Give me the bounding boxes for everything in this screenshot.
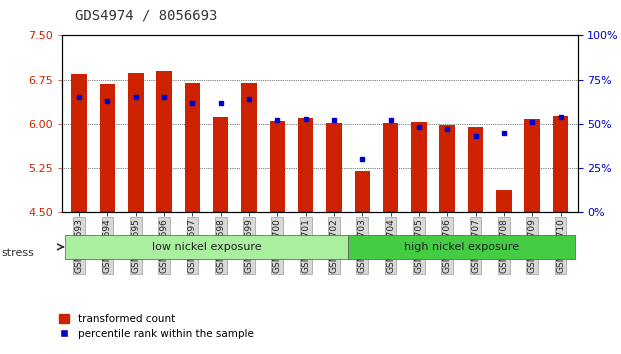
- Bar: [553, 116, 568, 212]
- Bar: [99, 84, 116, 212]
- Text: GDS4974 / 8056693: GDS4974 / 8056693: [75, 9, 217, 23]
- Bar: [156, 71, 172, 212]
- Text: low nickel exposure: low nickel exposure: [152, 242, 261, 252]
- Bar: [65, 235, 348, 259]
- Bar: [383, 123, 399, 212]
- Bar: [326, 123, 342, 212]
- Bar: [71, 74, 87, 212]
- Bar: [241, 82, 257, 212]
- Bar: [440, 125, 455, 212]
- Bar: [496, 190, 512, 212]
- Bar: [355, 171, 370, 212]
- Bar: [184, 83, 200, 212]
- Bar: [298, 118, 314, 212]
- Bar: [348, 235, 574, 259]
- Legend: transformed count, percentile rank within the sample: transformed count, percentile rank withi…: [55, 310, 258, 343]
- Text: high nickel exposure: high nickel exposure: [404, 242, 519, 252]
- Bar: [411, 121, 427, 212]
- Bar: [213, 118, 229, 212]
- Bar: [468, 127, 483, 212]
- Text: stress: stress: [2, 248, 35, 258]
- Bar: [128, 73, 143, 212]
- Bar: [270, 121, 285, 212]
- Bar: [524, 119, 540, 212]
